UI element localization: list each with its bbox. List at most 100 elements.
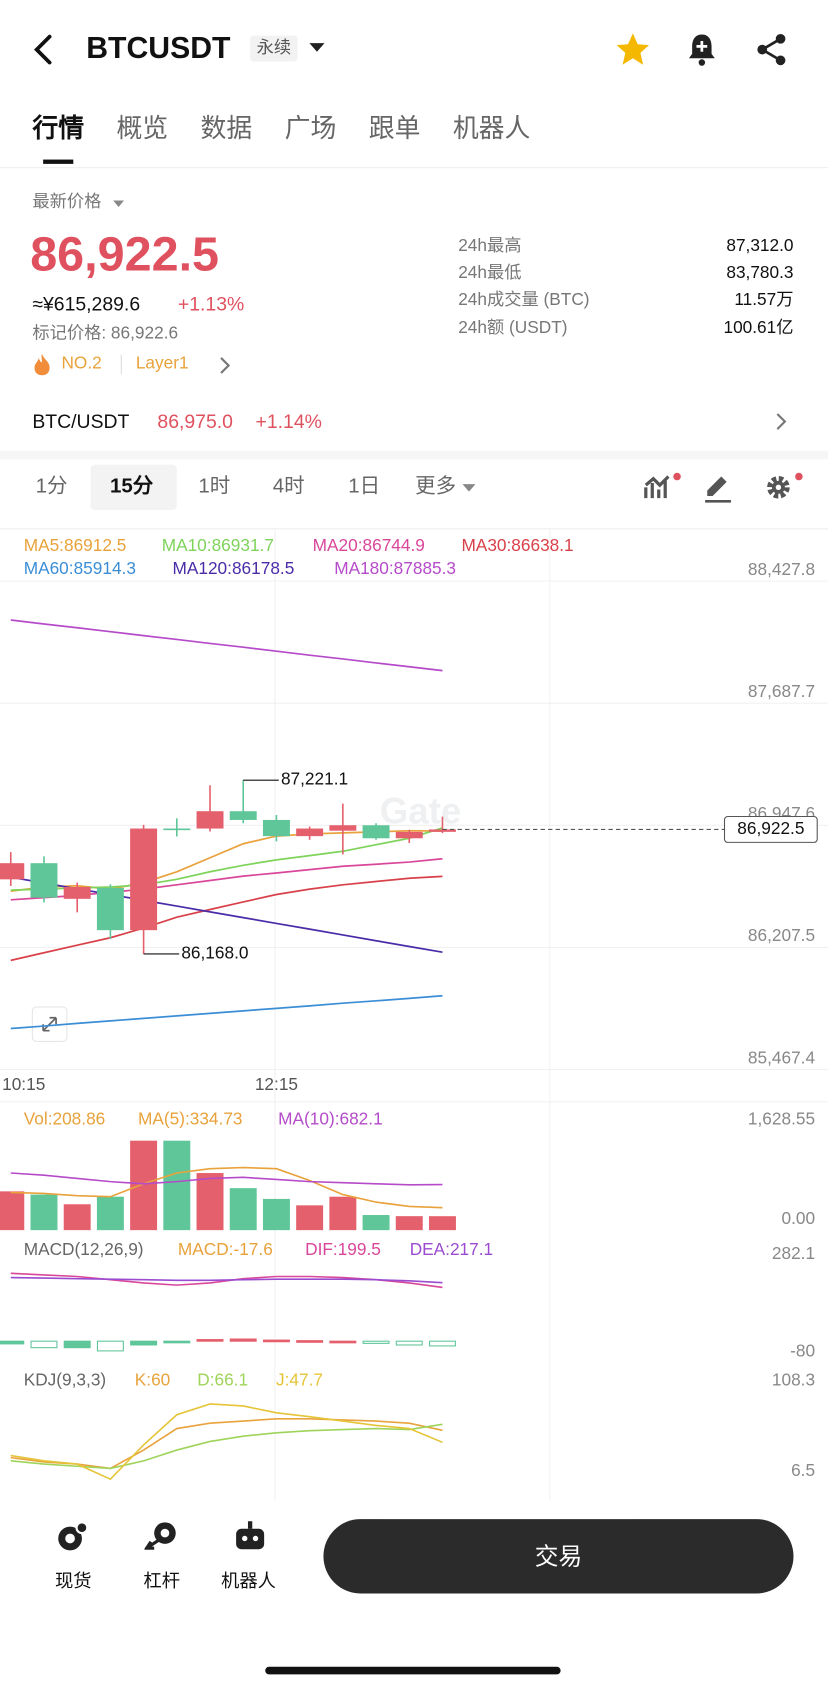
cny-price: ≈¥615,289.6 xyxy=(32,293,141,315)
candle-body xyxy=(428,829,456,832)
last-price-box xyxy=(723,815,818,843)
y-tick-label: 88,427.8 xyxy=(748,559,815,579)
macd-bar xyxy=(63,1340,91,1349)
indicator-line xyxy=(10,994,443,1030)
macd-bar xyxy=(229,1338,257,1342)
nav-label[interactable]: 现货 xyxy=(54,1570,92,1592)
macd-bar xyxy=(130,1340,158,1346)
candle-body xyxy=(30,863,58,898)
nav-label[interactable]: 杠杆 xyxy=(143,1570,181,1592)
chevron[interactable] xyxy=(774,412,787,431)
macd-bar xyxy=(262,1339,290,1343)
candle-body xyxy=(395,831,423,839)
nav-label[interactable]: 机器人 xyxy=(221,1570,276,1592)
tab[interactable]: 行情 xyxy=(32,114,85,144)
home-indicator xyxy=(265,1666,561,1675)
legend-label: KDJ(9,3,3) xyxy=(24,1370,106,1390)
spot-pair[interactable]: BTC/USDT xyxy=(32,410,130,433)
interval[interactable]: 更多 xyxy=(415,475,457,499)
candle-body xyxy=(96,887,124,931)
volume-bar xyxy=(130,1140,158,1231)
stat-label: 24h额 (USDT) xyxy=(458,319,568,338)
extreme-label: 87,221.1 xyxy=(281,769,348,789)
interval-highlight xyxy=(90,464,177,510)
price-dropdown xyxy=(113,200,124,207)
stat-value: 100.61亿 xyxy=(723,319,794,338)
legend-label: MA5:86912.5 xyxy=(24,535,127,555)
settings-button[interactable] xyxy=(763,470,806,505)
last-price: 86,922.5 xyxy=(30,226,220,282)
interval[interactable]: 15分 xyxy=(109,475,154,499)
indicator-line xyxy=(10,1423,443,1470)
legend-label: Vol:208.86 xyxy=(24,1109,106,1129)
legend-label: MACD:-17.6 xyxy=(178,1239,273,1259)
tab[interactable]: 广场 xyxy=(284,114,337,144)
favorite-star[interactable] xyxy=(615,31,652,68)
interval-dropdown xyxy=(462,484,476,492)
volume-bar xyxy=(229,1188,257,1231)
divider xyxy=(0,528,828,530)
indicator-line xyxy=(10,1418,443,1470)
interval[interactable]: 1日 xyxy=(348,475,381,499)
legend-label: MA(10):682.1 xyxy=(278,1109,383,1129)
kline-chart: Gate 88,427.887,687.786,947.686,207.585,… xyxy=(0,529,828,1501)
tab[interactable]: 机器人 xyxy=(452,114,531,144)
volume-bar xyxy=(428,1216,456,1231)
interval[interactable]: 4时 xyxy=(272,475,305,499)
macd-bar xyxy=(362,1340,390,1344)
y-tick-label: 6.5 xyxy=(791,1460,815,1480)
price-change: +1.13% xyxy=(177,293,245,315)
candle-body xyxy=(63,886,91,899)
y-tick-label: 108.3 xyxy=(772,1370,815,1390)
tab-underline xyxy=(43,159,74,164)
price-label[interactable]: 最新价格 xyxy=(32,192,102,212)
volume-bar xyxy=(96,1196,124,1231)
macd-bar xyxy=(30,1340,58,1349)
legend-label: MACD(12,26,9) xyxy=(24,1239,144,1259)
legend-label: MA30:86638.1 xyxy=(461,535,573,555)
interval[interactable]: 1时 xyxy=(198,475,231,499)
contract-tag: 永续 xyxy=(250,35,298,62)
y-tick-label: 86,207.5 xyxy=(748,925,815,945)
legend-label: DIF:199.5 xyxy=(305,1239,381,1259)
spot-icon[interactable] xyxy=(56,1520,91,1552)
volume-bar xyxy=(262,1198,290,1231)
trade-button[interactable]: 交易 xyxy=(323,1519,794,1594)
sector-tag[interactable]: Layer1 xyxy=(135,354,189,374)
mark-price: 标记价格: 86,922.6 xyxy=(32,324,179,343)
indicator-button[interactable] xyxy=(643,470,686,505)
back-button[interactable] xyxy=(28,32,58,67)
divider xyxy=(0,167,828,169)
chevron[interactable] xyxy=(218,356,231,375)
tab[interactable]: 概览 xyxy=(116,114,169,144)
share-button[interactable] xyxy=(755,32,790,67)
macd-bar xyxy=(296,1340,324,1343)
tab[interactable]: 数据 xyxy=(200,114,253,144)
macd-bar xyxy=(96,1340,124,1352)
stat-value: 87,312.0 xyxy=(726,237,794,256)
legend-label: D:66.1 xyxy=(197,1370,248,1390)
candle-body xyxy=(130,828,158,931)
legend-label: MA20:86744.9 xyxy=(313,535,425,555)
tab[interactable]: 跟单 xyxy=(368,114,421,144)
candle-body xyxy=(296,828,324,837)
volume-bar xyxy=(362,1215,390,1231)
interval[interactable]: 1分 xyxy=(35,475,68,499)
y-tick-label: 0.00 xyxy=(781,1208,815,1228)
margin-icon[interactable] xyxy=(144,1520,179,1552)
bot-icon[interactable] xyxy=(233,1520,268,1552)
volume-bar xyxy=(0,1191,25,1231)
y-tick-label: 87,687.7 xyxy=(748,681,815,701)
spot-price: 86,975.0 xyxy=(157,410,233,433)
candle-body xyxy=(163,828,191,831)
volume-bar xyxy=(329,1196,357,1231)
volume-bar xyxy=(196,1173,224,1231)
rank-tag[interactable]: NO.2 xyxy=(61,354,102,374)
symbol[interactable]: BTCUSDT xyxy=(86,31,231,65)
macd-bar xyxy=(163,1340,191,1344)
indicator-line xyxy=(10,1172,443,1186)
alert-bell[interactable] xyxy=(686,31,718,68)
draw-button[interactable] xyxy=(703,472,733,504)
legend-label: MA10:86931.7 xyxy=(162,535,274,555)
symbol-dropdown[interactable] xyxy=(308,41,325,54)
